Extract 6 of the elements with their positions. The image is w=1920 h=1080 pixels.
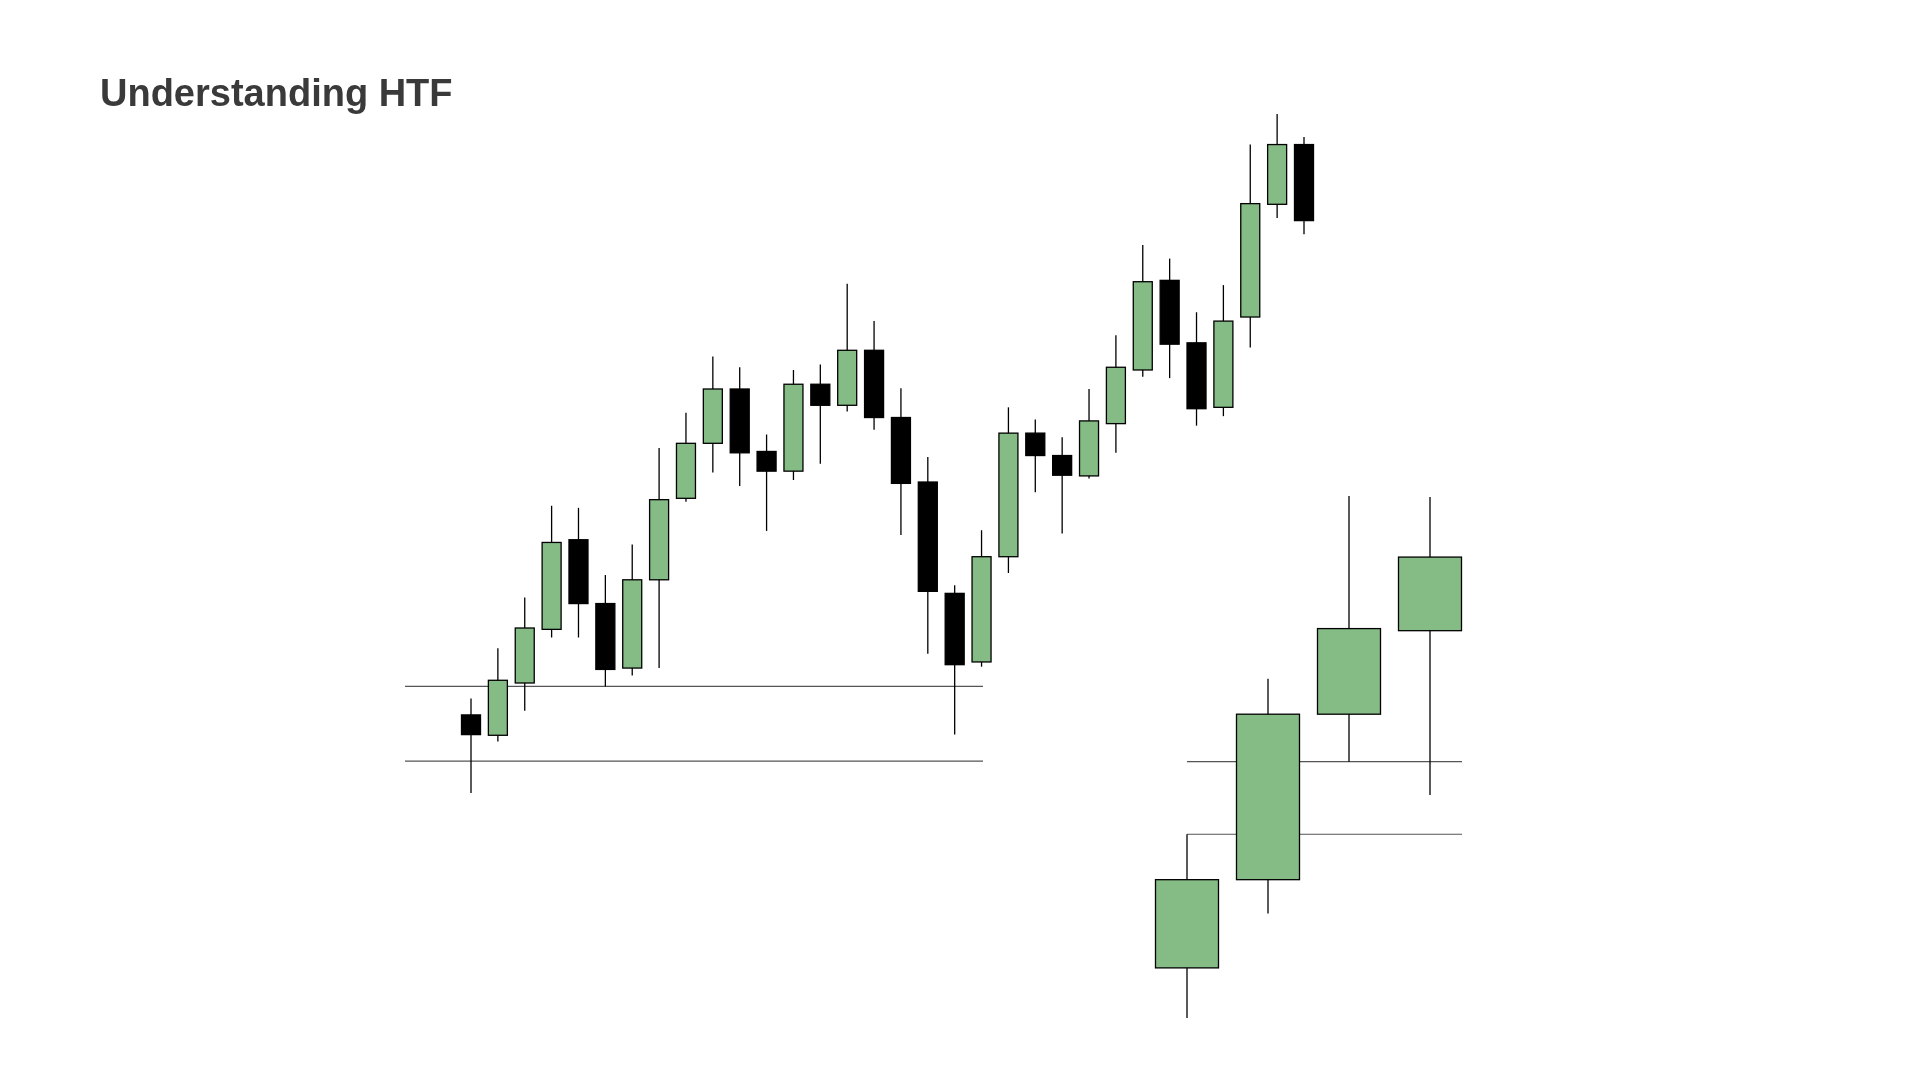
candlestick — [1052, 436, 1073, 535]
candlestick — [810, 363, 831, 465]
chart-title: Understanding HTF — [100, 72, 453, 114]
candlestick — [1025, 418, 1046, 493]
candlestick — [460, 697, 482, 794]
candlestick — [756, 433, 777, 532]
